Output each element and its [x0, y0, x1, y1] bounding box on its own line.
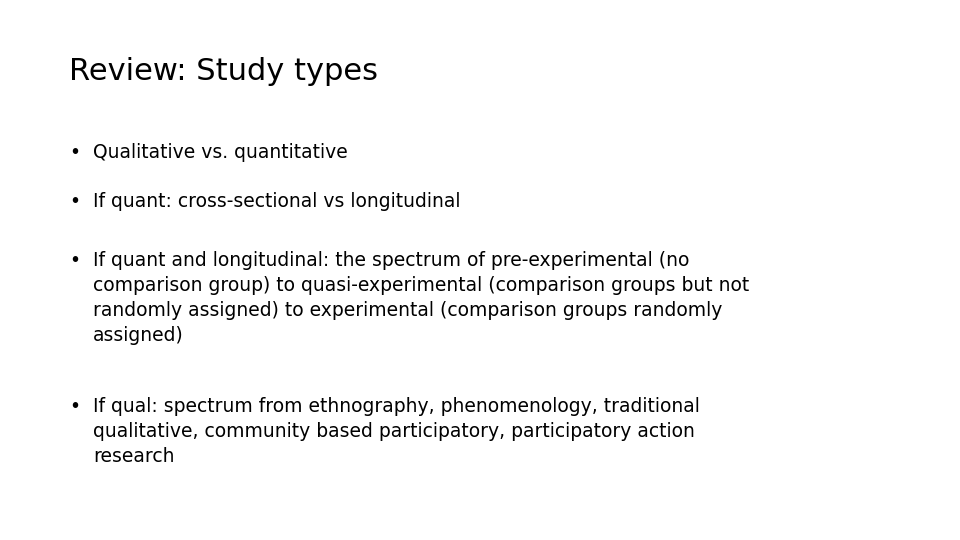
Text: •: • [69, 251, 81, 270]
Text: If quant and longitudinal: the spectrum of pre-experimental (no
comparison group: If quant and longitudinal: the spectrum … [93, 251, 750, 345]
Text: •: • [69, 397, 81, 416]
Text: Qualitative vs. quantitative: Qualitative vs. quantitative [93, 143, 348, 162]
Text: Review: Study types: Review: Study types [69, 57, 378, 86]
Text: If quant: cross-sectional vs longitudinal: If quant: cross-sectional vs longitudina… [93, 192, 461, 211]
Text: If qual: spectrum from ethnography, phenomenology, traditional
qualitative, comm: If qual: spectrum from ethnography, phen… [93, 397, 700, 466]
Text: •: • [69, 143, 81, 162]
Text: •: • [69, 192, 81, 211]
